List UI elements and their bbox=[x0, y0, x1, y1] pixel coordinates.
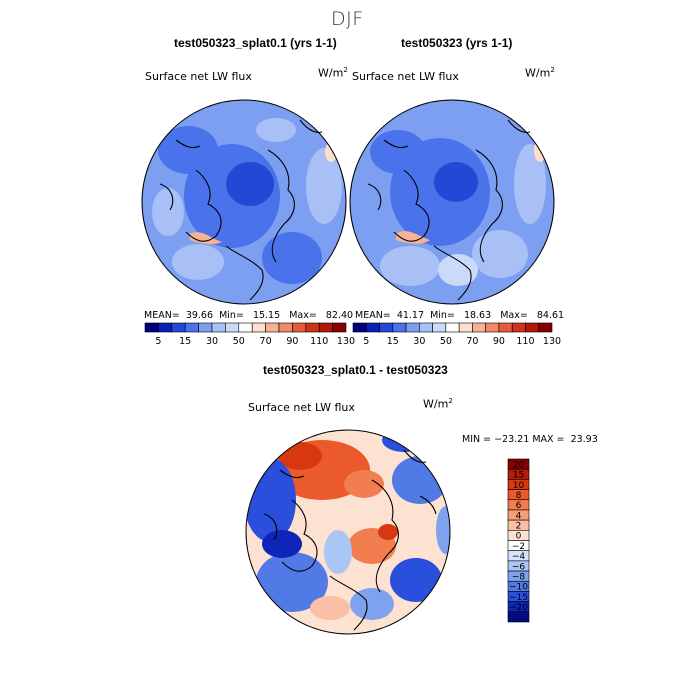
colorbar-swatch bbox=[251, 322, 266, 333]
colorbar-swatch bbox=[511, 322, 526, 333]
map-outline-3 bbox=[245, 429, 451, 635]
colorbar-swatch bbox=[332, 322, 347, 333]
panel3-variable-label: Surface net LW flux bbox=[248, 401, 355, 414]
colorbar-swatch bbox=[498, 322, 513, 333]
colorbar-tick-label: 15 bbox=[179, 336, 191, 347]
panel3-units: W/m2 bbox=[423, 397, 453, 411]
colorbar-tick-label: 90 bbox=[286, 336, 298, 347]
colorbar-tick-label: −6 bbox=[512, 562, 526, 572]
map-panel-1 bbox=[142, 100, 346, 304]
colorbar-tick-label: 70 bbox=[260, 336, 272, 347]
colorbar-tick-label: 10 bbox=[513, 481, 525, 491]
colorbar-swatch bbox=[445, 322, 460, 333]
panel1-stats: MEAN= 39.66 Min= 15.15 Max= 82.40 bbox=[144, 310, 354, 321]
colorbar-swatch bbox=[352, 322, 367, 333]
colorbar-tick-label: 110 bbox=[516, 336, 534, 347]
panel2-title: test050323 (yrs 1-1) bbox=[401, 36, 513, 50]
colorbar-tick-label: 4 bbox=[516, 511, 522, 521]
coastlines-panel-2 bbox=[367, 119, 531, 301]
colorbar-tick-label: 8 bbox=[516, 491, 522, 501]
colorbar-swatch bbox=[318, 322, 333, 333]
colorbar-swatch bbox=[379, 322, 394, 333]
colorbar-tick-label: 15 bbox=[513, 471, 524, 481]
colorbar-tick-label: −8 bbox=[512, 572, 526, 582]
coastlines-panel-1 bbox=[159, 119, 323, 301]
colorbar-swatch bbox=[265, 322, 280, 333]
colorbar-swatch bbox=[198, 322, 213, 333]
colorbar-swatch bbox=[432, 322, 447, 333]
colorbar-swatch bbox=[419, 322, 433, 333]
colorbar-tick-label: −15 bbox=[509, 593, 528, 603]
colorbar-swatch bbox=[538, 322, 553, 333]
colorbar-swatch bbox=[365, 322, 380, 333]
colorbar-swatch bbox=[485, 322, 500, 333]
colorbar-tick-label: −2 bbox=[512, 542, 525, 552]
colorbar-swatch bbox=[292, 322, 307, 333]
colorbar-panel-1: 5 15 30 50 70 90 110 130 bbox=[144, 322, 355, 347]
map-panel-3 bbox=[246, 430, 450, 634]
colorbar-tick-label: 30 bbox=[206, 336, 218, 347]
panel2-units: W/m2 bbox=[525, 66, 555, 80]
colorbar-swatch bbox=[158, 322, 173, 333]
map-outline-1 bbox=[141, 99, 347, 305]
panel1-title: test050323_splat0.1 (yrs 1-1) bbox=[174, 36, 337, 50]
figure-title: DJF bbox=[331, 8, 364, 30]
colorbar-tick-label: 15 bbox=[387, 336, 399, 347]
colorbar-swatch bbox=[507, 611, 530, 623]
coastlines-panel-3 bbox=[263, 449, 437, 631]
colorbar-swatch bbox=[458, 322, 473, 333]
panel3-title: test050323_splat0.1 - test050323 bbox=[263, 363, 448, 377]
colorbar-swatch bbox=[225, 322, 240, 333]
colorbar-swatch bbox=[144, 322, 159, 333]
panel1-variable-label: Surface net LW flux bbox=[145, 70, 252, 83]
panel3-stats: MIN = −23.21 MAX = 23.93 bbox=[462, 434, 598, 445]
colorbar-tick-label: −4 bbox=[512, 552, 526, 562]
map-panel-2 bbox=[350, 100, 554, 304]
colorbar-swatch bbox=[392, 322, 407, 333]
colorbar-swatch bbox=[305, 322, 320, 333]
colorbar-tick-label: 50 bbox=[440, 336, 452, 347]
colorbar-tick-label: 90 bbox=[493, 336, 505, 347]
colorbar-swatch bbox=[211, 322, 226, 333]
colorbar-tick-label: 70 bbox=[466, 336, 478, 347]
colorbar-tick-label: 6 bbox=[516, 501, 522, 511]
colorbar-swatch bbox=[238, 322, 253, 333]
colorbar-tick-label: 5 bbox=[155, 336, 161, 347]
colorbar-tick-label: −10 bbox=[509, 583, 528, 593]
panel2-variable-label: Surface net LW flux bbox=[352, 70, 459, 83]
panel1-units: W/m2 bbox=[318, 66, 348, 80]
colorbar-tick-label: −20 bbox=[509, 603, 528, 613]
colorbar-tick-label: 30 bbox=[413, 336, 425, 347]
colorbar-swatch bbox=[184, 322, 199, 333]
colorbar-tick-label: 0 bbox=[516, 532, 522, 542]
colorbar-tick-label: 2 bbox=[516, 522, 522, 532]
colorbar-swatch bbox=[525, 322, 540, 333]
colorbar-tick-label: 50 bbox=[233, 336, 245, 347]
colorbar-tick-label: 20 bbox=[513, 460, 525, 470]
colorbar-panel-2: 5 15 30 50 70 90 110 130 bbox=[352, 322, 561, 347]
colorbar-tick-label: 130 bbox=[337, 336, 355, 347]
colorbar-tick-label: 5 bbox=[363, 336, 369, 347]
map-outline-2 bbox=[349, 99, 555, 305]
colorbar-swatch bbox=[405, 322, 420, 333]
colorbar-tick-label: 110 bbox=[310, 336, 328, 347]
colorbar-swatch bbox=[171, 322, 186, 333]
colorbar-swatch bbox=[472, 322, 486, 333]
colorbar-swatch bbox=[278, 322, 293, 333]
panel2-stats: MEAN= 41.17 Min= 18.63 Max= 84.61 bbox=[355, 310, 565, 321]
colorbar-tick-label: 130 bbox=[543, 336, 561, 347]
